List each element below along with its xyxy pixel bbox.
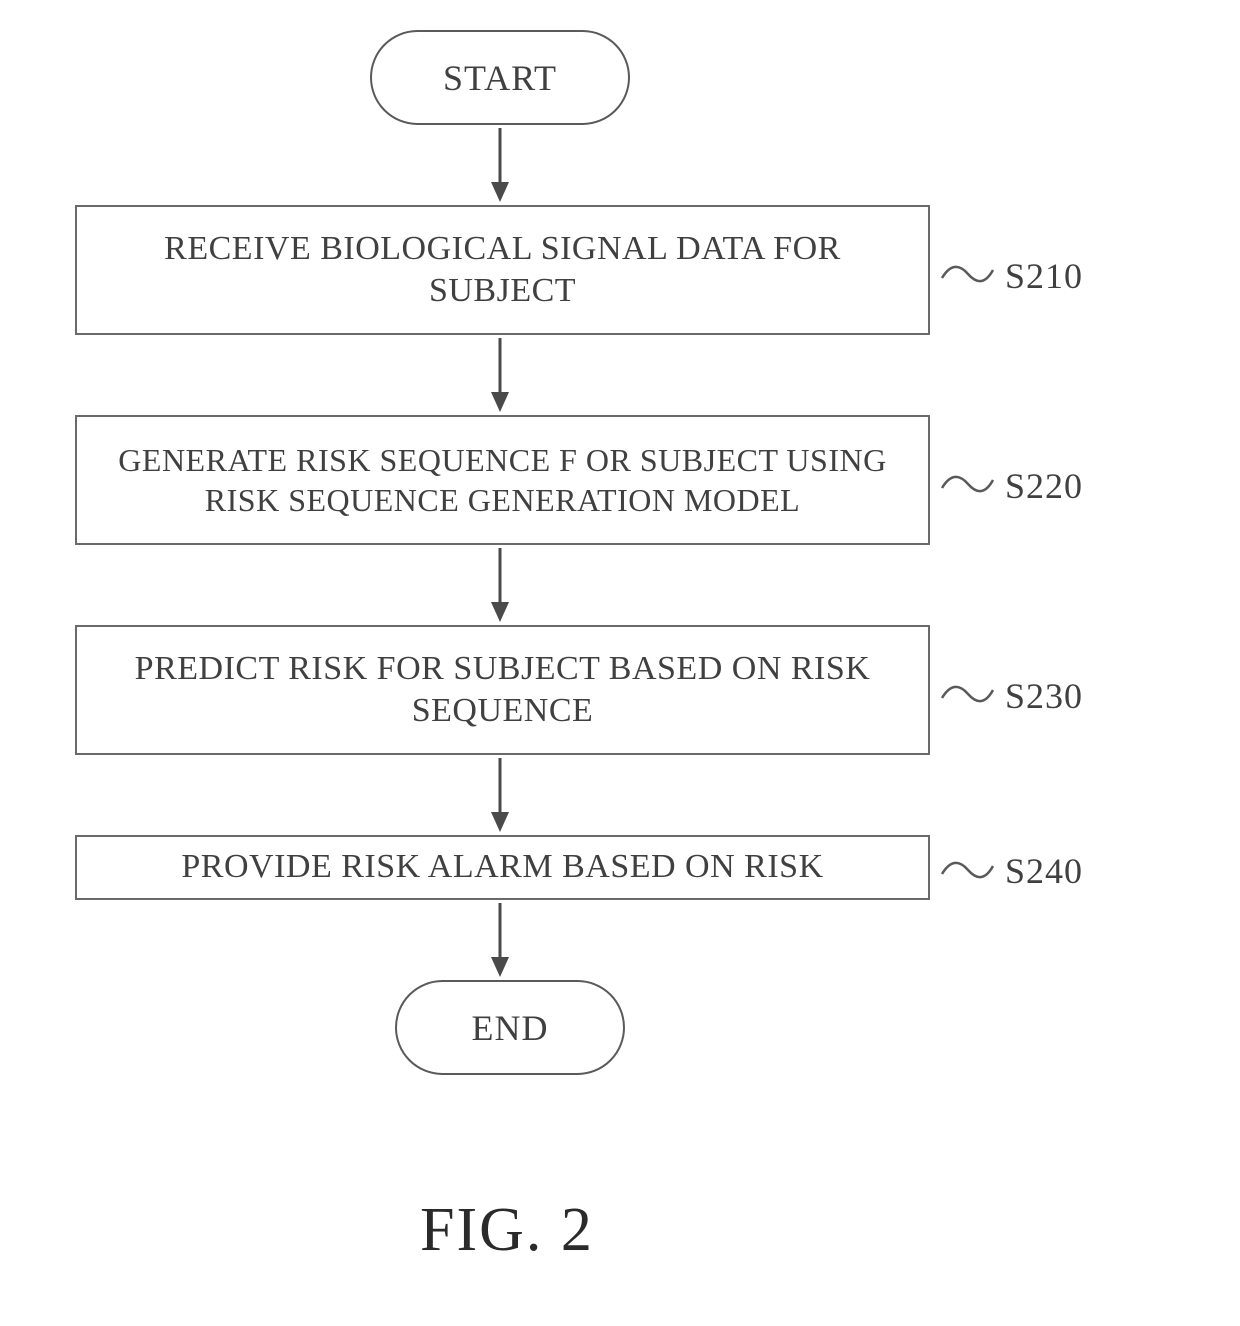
terminator-start: START xyxy=(370,30,630,125)
step-label-s240: S240 xyxy=(1005,850,1083,892)
process-s210: RECEIVE BIOLOGICAL SIGNAL DATA FOR SUBJE… xyxy=(75,205,930,335)
process-s230: PREDICT RISK FOR SUBJECT BASED ON RISK S… xyxy=(75,625,930,755)
process-s220: GENERATE RISK SEQUENCE F OR SUBJECT USIN… xyxy=(75,415,930,545)
step-label-s230: S230 xyxy=(1005,675,1083,717)
terminator-start-label: START xyxy=(443,57,557,99)
terminator-end: END xyxy=(395,980,625,1075)
squiggle-s210 xyxy=(940,258,995,288)
arrow-1 xyxy=(491,128,509,204)
squiggle-s220 xyxy=(940,468,995,498)
process-s230-text: PREDICT RISK FOR SUBJECT BASED ON RISK S… xyxy=(93,648,912,733)
arrow-2 xyxy=(491,338,509,414)
process-s240-text: PROVIDE RISK ALARM BASED ON RISK xyxy=(181,846,823,889)
step-label-s220: S220 xyxy=(1005,465,1083,507)
arrow-3 xyxy=(491,548,509,624)
squiggle-s240 xyxy=(940,854,995,884)
step-label-s210: S210 xyxy=(1005,255,1083,297)
arrow-5 xyxy=(491,903,509,979)
terminator-end-label: END xyxy=(472,1007,549,1049)
arrow-4 xyxy=(491,758,509,834)
squiggle-s230 xyxy=(940,678,995,708)
figure-caption: FIG. 2 xyxy=(420,1195,594,1266)
flowchart-stage: START RECEIVE BIOLOGICAL SIGNAL DATA FOR… xyxy=(0,0,1240,1326)
process-s210-text: RECEIVE BIOLOGICAL SIGNAL DATA FOR SUBJE… xyxy=(93,228,912,313)
process-s220-text: GENERATE RISK SEQUENCE F OR SUBJECT USIN… xyxy=(93,440,912,520)
process-s240: PROVIDE RISK ALARM BASED ON RISK xyxy=(75,835,930,900)
